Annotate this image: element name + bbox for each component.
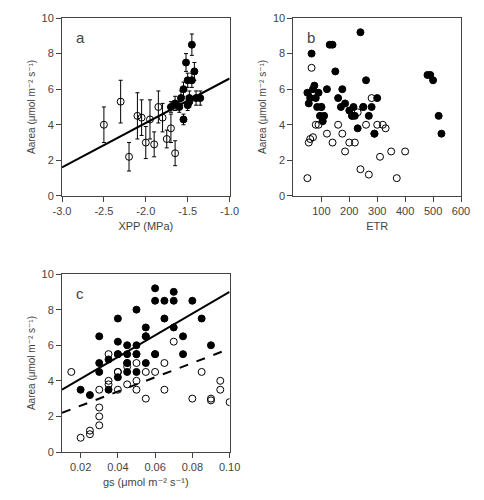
- svg-text:-3.0: -3.0: [53, 205, 72, 217]
- svg-text:-2.0: -2.0: [136, 205, 155, 217]
- svg-text:0.02: 0.02: [70, 461, 91, 473]
- svg-text:4: 4: [279, 119, 285, 131]
- svg-text:gs (μmol m⁻² s⁻¹): gs (μmol m⁻² s⁻¹): [103, 476, 189, 488]
- svg-text:0: 0: [279, 190, 285, 202]
- svg-text:10: 10: [273, 12, 285, 24]
- svg-text:Aarea (μmol m⁻² s⁻¹): Aarea (μmol m⁻² s⁻¹): [257, 60, 268, 154]
- svg-text:500: 500: [424, 205, 442, 217]
- svg-text:0.10: 0.10: [219, 461, 240, 473]
- svg-text:XPP (MPa): XPP (MPa): [118, 220, 173, 232]
- svg-text:Aarea (μmol m⁻² s⁻¹): Aarea (μmol m⁻² s⁻¹): [26, 60, 37, 154]
- svg-text:0: 0: [48, 446, 54, 458]
- svg-text:-1.5: -1.5: [178, 205, 197, 217]
- svg-text:4: 4: [48, 119, 54, 131]
- svg-text:2: 2: [279, 154, 285, 166]
- svg-text:300: 300: [368, 205, 386, 217]
- svg-text:100: 100: [312, 205, 330, 217]
- svg-text:0: 0: [48, 190, 54, 202]
- svg-text:6: 6: [279, 83, 285, 95]
- svg-text:0.06: 0.06: [144, 461, 165, 473]
- svg-text:10: 10: [42, 12, 54, 24]
- svg-text:200: 200: [340, 205, 358, 217]
- svg-text:8: 8: [279, 47, 285, 59]
- svg-text:400: 400: [396, 205, 414, 217]
- svg-text:0.08: 0.08: [182, 461, 203, 473]
- svg-text:2: 2: [48, 410, 54, 422]
- svg-text:Aarea (μmol m⁻² s⁻¹): Aarea (μmol m⁻² s⁻¹): [26, 316, 37, 410]
- svg-text:b: b: [307, 29, 315, 46]
- svg-text:6: 6: [48, 83, 54, 95]
- svg-text:4: 4: [48, 375, 54, 387]
- svg-text:6: 6: [48, 339, 54, 351]
- svg-text:600: 600: [452, 205, 470, 217]
- svg-text:-2.5: -2.5: [94, 205, 113, 217]
- svg-text:10: 10: [42, 268, 54, 280]
- svg-text:c: c: [76, 285, 84, 302]
- svg-text:ETR: ETR: [366, 220, 388, 232]
- svg-text:-1.0: -1.0: [220, 205, 239, 217]
- svg-text:2: 2: [48, 154, 54, 166]
- svg-text:8: 8: [48, 47, 54, 59]
- svg-text:a: a: [76, 29, 85, 46]
- svg-text:8: 8: [48, 304, 54, 316]
- svg-text:0.04: 0.04: [107, 461, 128, 473]
